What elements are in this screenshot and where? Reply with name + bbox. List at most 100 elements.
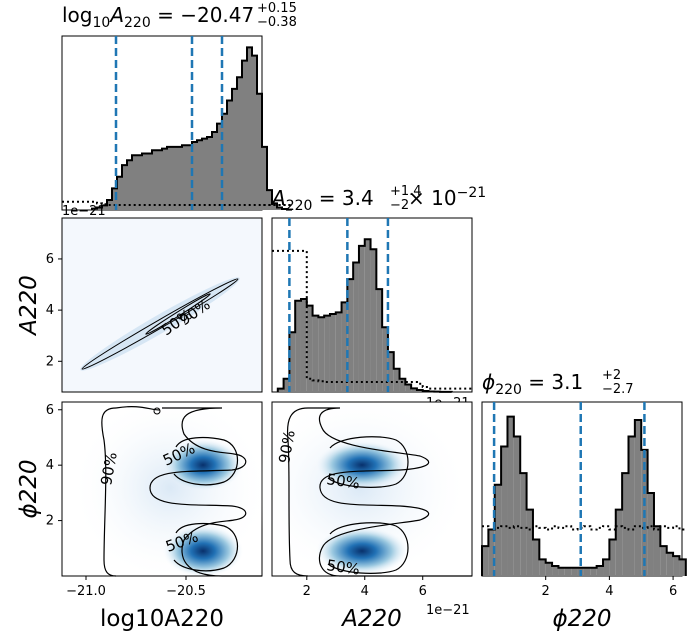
kde-mode-upper — [316, 441, 408, 489]
x-tick-label: 2 — [542, 584, 550, 599]
x-tick-label: 6 — [419, 584, 427, 599]
hist-bar — [329, 313, 336, 392]
y-tick-label: 6 — [46, 403, 54, 418]
hist-bar — [262, 146, 267, 210]
hist-bar — [197, 140, 202, 210]
hist-bar — [335, 312, 342, 392]
hist-bar — [289, 332, 296, 392]
hist-bar — [545, 562, 553, 576]
hist-bar — [583, 567, 591, 576]
hist-bar — [647, 493, 654, 576]
x-tick-label: −21.0 — [66, 584, 106, 599]
x-axis-label-phi220: ϕ220 — [552, 606, 611, 632]
hist-bar — [202, 138, 207, 210]
hist-bar — [252, 55, 257, 211]
hist-bar — [267, 190, 272, 210]
hist-bar — [488, 529, 495, 576]
hist-bar — [312, 315, 319, 392]
hist-bar — [257, 93, 262, 210]
axes-frame — [61, 217, 263, 393]
hist-bar — [177, 146, 182, 210]
hist-bar — [387, 352, 394, 392]
hist-bar — [272, 203, 277, 210]
hist-bar — [112, 188, 117, 210]
hist-bar — [526, 509, 533, 576]
hist-bar — [102, 205, 107, 210]
hist-bar — [167, 146, 172, 210]
title-phi220: ϕ220 = 3.1 — [482, 370, 583, 398]
hist-bar — [137, 155, 142, 210]
hist-bar — [132, 155, 137, 210]
hist-bar — [117, 176, 122, 210]
hist-bar — [283, 378, 290, 392]
contour-label-50-upper: 50% — [325, 470, 361, 492]
hist-bar — [382, 327, 388, 392]
hist-bar — [520, 473, 527, 576]
panel-kde-phi220-vs-A220: 50% 50% 90% 2 4 6 A220 1e−21 — [250, 393, 473, 632]
contour-50-lower — [173, 522, 238, 572]
hist-bar — [142, 153, 147, 210]
x-tick-label: 4 — [605, 584, 613, 599]
y-tick-label: 2 — [46, 354, 54, 369]
hist-bar — [300, 299, 307, 392]
hist-bar — [207, 136, 212, 210]
hist-bar — [222, 113, 227, 210]
hist-bar — [673, 556, 680, 576]
hist-bar — [666, 552, 674, 576]
hist-bar — [482, 546, 489, 576]
hist-bar — [157, 150, 162, 210]
hist-bar — [247, 47, 252, 210]
contour-90 — [81, 278, 239, 370]
prior-line — [272, 249, 472, 390]
hist-bar — [539, 559, 546, 576]
hist-bar — [192, 141, 197, 210]
hist-bar — [172, 146, 177, 210]
hist-bar — [513, 436, 521, 576]
kde-mode-lower — [163, 525, 243, 577]
contour-90 — [101, 407, 262, 577]
hist-bar — [364, 239, 371, 392]
hist-bar — [628, 436, 635, 576]
title-log10A220-sup: +0.15 — [257, 1, 297, 16]
x-tick-label: 2 — [303, 584, 311, 599]
hist-bar — [507, 416, 514, 576]
title-A220-sub: −2 — [390, 198, 409, 213]
hist-bar — [532, 539, 540, 576]
hist-bar — [147, 153, 152, 210]
hist-bar — [341, 302, 348, 392]
contour-90-top — [115, 406, 161, 411]
hist-bar — [353, 262, 359, 392]
panel-hist-A220: A220 = 3.4 × 10−21 +1.4 −2 1e−21 — [270, 184, 486, 411]
kde-mode-upper — [163, 439, 243, 491]
hist-bar — [182, 145, 187, 210]
contour-90 — [286, 407, 472, 577]
hist-outline — [481, 415, 687, 576]
y-tick-label: 4 — [46, 303, 54, 318]
y-tick-label: 2 — [46, 514, 54, 529]
hist-bar — [152, 150, 157, 210]
kde-ridge-outer — [80, 277, 240, 371]
hist-bar — [596, 566, 604, 576]
hist-bar — [393, 368, 400, 392]
hist-bar — [237, 77, 242, 210]
hist-bar — [217, 123, 222, 210]
hist-bar — [295, 300, 301, 392]
hist-bar — [405, 384, 412, 392]
hist-bar — [399, 378, 406, 392]
contour-50-upper — [327, 436, 409, 488]
hist-bar — [564, 567, 572, 576]
hist-bar — [615, 509, 623, 576]
hist-bar — [634, 419, 642, 576]
x-tick-label: −20.5 — [166, 584, 206, 599]
contour-label-90: 90% — [97, 451, 121, 487]
hist-bar — [277, 388, 284, 392]
prior-line — [482, 525, 686, 531]
hist-bar — [501, 446, 508, 576]
hist-bar — [232, 88, 237, 210]
hist-bar — [277, 207, 282, 210]
offset-label-log10A220-panel: 1e−21 — [62, 204, 106, 219]
hist-bar — [227, 100, 232, 210]
title-A220-sup: +1.4 — [390, 184, 422, 199]
panel-kde-phi220-vs-log10A220: 50% 50% 90% 246 −21.0 −20.5 ϕ220 log10A22… — [16, 393, 270, 632]
